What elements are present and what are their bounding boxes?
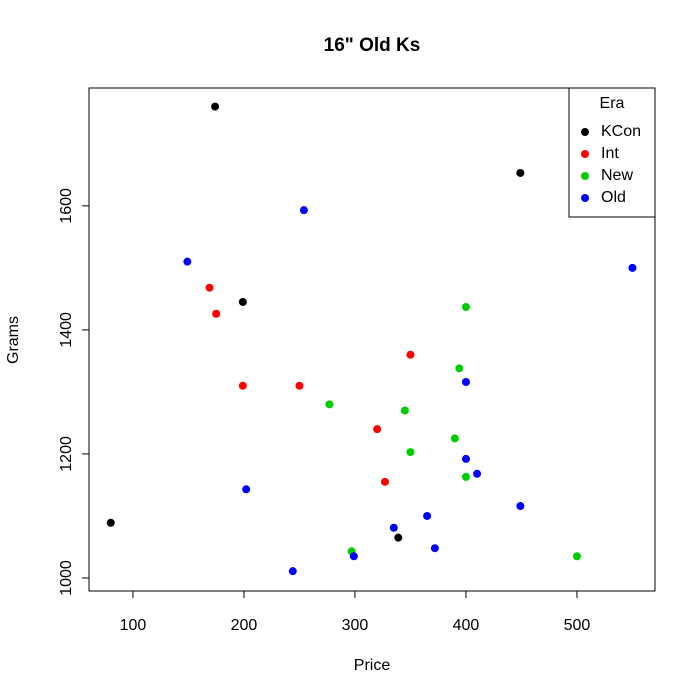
point bbox=[455, 364, 464, 373]
legend-marker bbox=[581, 128, 589, 136]
y-tick-label: 1400 bbox=[58, 312, 75, 348]
legend-marker bbox=[581, 194, 589, 202]
y-tick-label: 1600 bbox=[58, 188, 75, 224]
point bbox=[380, 477, 389, 486]
point bbox=[516, 502, 525, 511]
point bbox=[450, 434, 459, 443]
point bbox=[461, 302, 470, 311]
point bbox=[473, 469, 482, 478]
point bbox=[628, 263, 637, 272]
point bbox=[295, 381, 304, 390]
x-tick-label: 500 bbox=[564, 617, 591, 634]
point bbox=[183, 257, 192, 266]
point bbox=[406, 448, 415, 457]
chart-title: 16" Old Ks bbox=[324, 35, 421, 56]
legend-label: Int bbox=[601, 145, 619, 162]
point bbox=[461, 472, 470, 481]
point bbox=[394, 533, 403, 542]
legend-label: New bbox=[601, 167, 633, 184]
y-tick-label: 1000 bbox=[58, 560, 75, 596]
point bbox=[211, 102, 220, 111]
x-tick-label: 300 bbox=[342, 617, 369, 634]
point bbox=[238, 381, 247, 390]
point bbox=[288, 567, 297, 576]
point bbox=[373, 425, 382, 434]
point bbox=[349, 552, 358, 561]
x-tick-label: 100 bbox=[120, 617, 147, 634]
point bbox=[516, 168, 525, 177]
point bbox=[572, 552, 581, 561]
point bbox=[106, 518, 115, 527]
point bbox=[242, 485, 251, 494]
point bbox=[461, 454, 470, 463]
point bbox=[406, 350, 415, 359]
legend-label: Old bbox=[601, 189, 626, 206]
legend-marker bbox=[581, 150, 589, 158]
x-tick-label: 200 bbox=[231, 617, 258, 634]
point bbox=[205, 283, 214, 292]
legend-label: KCon bbox=[601, 123, 641, 140]
point bbox=[389, 523, 398, 532]
legend-marker bbox=[581, 172, 589, 180]
point bbox=[212, 309, 221, 318]
point bbox=[430, 544, 439, 553]
y-axis-label: Grams bbox=[5, 316, 22, 364]
plot-frame bbox=[88, 87, 656, 592]
point bbox=[325, 400, 334, 409]
point bbox=[238, 297, 247, 306]
point bbox=[461, 377, 470, 386]
x-tick-label: 400 bbox=[453, 617, 480, 634]
x-axis-label: Price bbox=[354, 657, 391, 674]
y-tick-label: 1200 bbox=[58, 436, 75, 472]
point bbox=[423, 511, 432, 520]
legend-title: Era bbox=[600, 95, 625, 112]
point bbox=[299, 206, 308, 215]
point bbox=[400, 406, 409, 415]
